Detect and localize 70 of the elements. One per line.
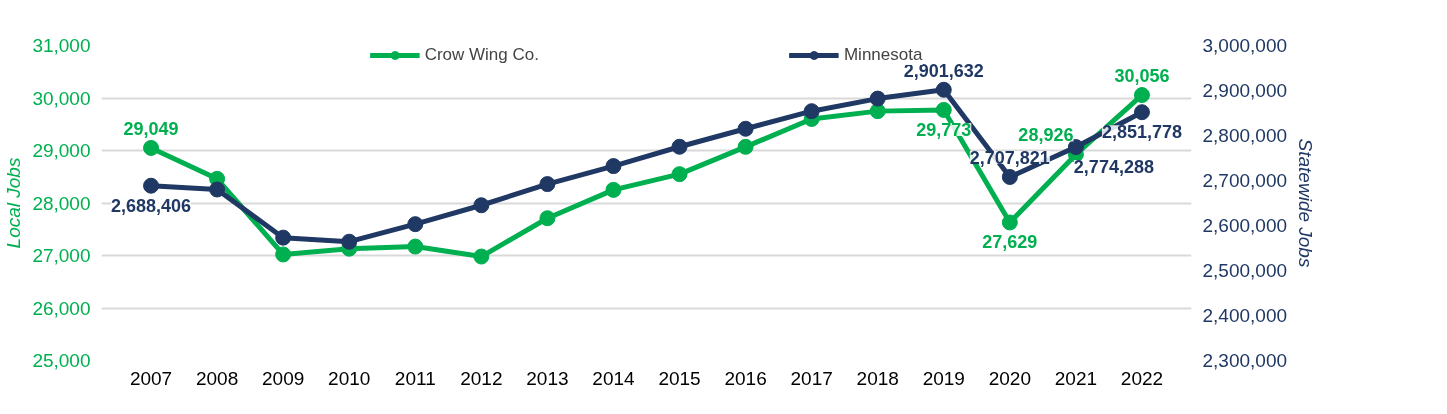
y-tick-label: 30,000 <box>32 87 91 109</box>
x-tick-label: 2011 <box>394 367 436 389</box>
data-label: 2,688,406 <box>111 195 192 216</box>
point <box>605 158 622 175</box>
legend-label: Crow Wing Co. <box>424 45 539 65</box>
x-tick-label: 2008 <box>195 367 239 389</box>
y2-tick-label: 2,800,000 <box>1202 125 1288 146</box>
x-tick-label: 2022 <box>1120 367 1164 389</box>
point <box>473 248 490 265</box>
y2-tick-label: 2,500,000 <box>1202 260 1288 281</box>
x-tick-label: 2010 <box>328 367 371 389</box>
y2-tick-label: 2,600,000 <box>1202 215 1288 236</box>
y-tick-label: 25,000 <box>32 350 91 371</box>
data-label: 2,774,288 <box>1073 157 1154 178</box>
x-tick-label: 2020 <box>988 367 1031 389</box>
y-tick-label: 27,000 <box>32 245 91 266</box>
point <box>1001 169 1018 185</box>
point <box>737 138 754 155</box>
x-tick-label: 2017 <box>790 367 833 389</box>
data-label: 29,049 <box>123 118 179 139</box>
data-label: 28,926 <box>1018 125 1074 146</box>
x-tick-label: 2018 <box>856 367 899 389</box>
point <box>275 229 292 246</box>
y-tick-label: 31,000 <box>32 35 91 56</box>
data-label: 2,851,778 <box>1101 122 1182 143</box>
point <box>473 197 490 214</box>
x-tick-label: 2016 <box>724 367 767 389</box>
x-tick-label: 2009 <box>262 367 305 389</box>
x-tick-label: 2015 <box>658 367 701 389</box>
point <box>539 176 556 193</box>
data-label: 30,056 <box>1114 66 1170 87</box>
point <box>143 177 160 194</box>
point <box>1001 214 1018 231</box>
point <box>143 139 160 156</box>
point <box>539 210 556 227</box>
point <box>407 216 424 233</box>
point <box>341 233 358 250</box>
data-label: 29,773 <box>916 119 972 140</box>
point <box>209 181 226 198</box>
point <box>1133 104 1150 121</box>
x-tick-label: 2007 <box>129 367 173 389</box>
y2-tick-label: 2,300,000 <box>1202 350 1288 371</box>
x-tick-label: 2014 <box>592 367 636 389</box>
y2-axis-title: Statewide Jobs <box>1295 138 1317 268</box>
point <box>605 181 622 198</box>
point <box>869 103 886 120</box>
y2-tick-label: 2,900,000 <box>1202 80 1288 101</box>
point <box>407 238 424 255</box>
point <box>803 103 820 120</box>
y2-tick-label: 2,400,000 <box>1202 305 1288 326</box>
y-tick-label: 26,000 <box>32 297 91 319</box>
point <box>935 81 952 98</box>
point <box>671 138 688 155</box>
point <box>737 120 754 137</box>
y-axis-title: Local Jobs <box>3 157 25 249</box>
x-tick-label: 2021 <box>1054 367 1098 389</box>
x-tick-label: 2013 <box>526 367 569 389</box>
y2-tick-label: 2,700,000 <box>1202 170 1288 191</box>
point <box>935 101 952 118</box>
data-label: 27,629 <box>982 232 1038 253</box>
data-label: 2,707,821 <box>969 147 1050 168</box>
point <box>275 246 292 263</box>
point <box>869 90 886 107</box>
x-tick-label: 2019 <box>922 367 965 389</box>
point <box>1133 87 1150 104</box>
x-tick-label: 2012 <box>460 367 503 389</box>
y2-tick-label: 3,000,000 <box>1202 35 1288 56</box>
point <box>671 166 688 183</box>
y-tick-label: 29,000 <box>32 140 91 161</box>
y-tick-label: 28,000 <box>32 192 91 214</box>
